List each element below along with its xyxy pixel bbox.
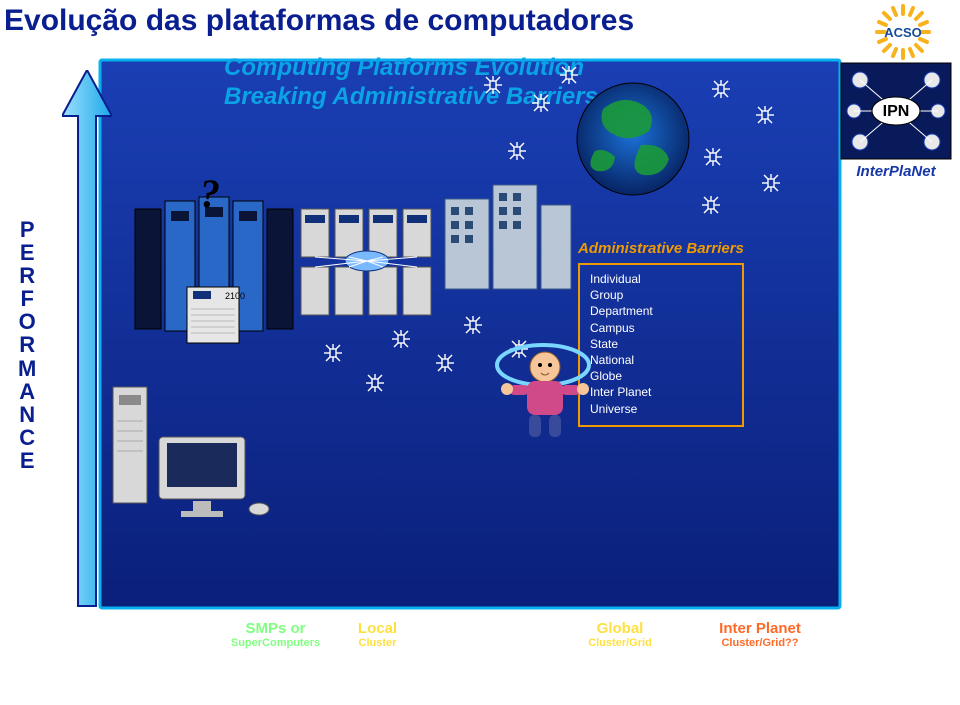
network-node-icon [700, 194, 722, 216]
stage-label-line2: SuperComputers [223, 637, 328, 650]
ipn-logo: IPN InterPlaNet [840, 62, 952, 182]
admin-barriers-item: Universe [590, 401, 732, 417]
stage-label-line1: Global [560, 620, 680, 637]
stage-label-line1: SMPs or [223, 620, 328, 637]
desktop-illus [108, 380, 280, 532]
ipn-subtitle: InterPlaNet [856, 163, 936, 180]
admin-barriers-item: State [590, 336, 732, 352]
network-node-icon [710, 78, 732, 100]
stage-label-line1: Local [330, 620, 425, 637]
stage-label-line2: Cluster/Grid [430, 637, 550, 650]
globe-illus [562, 72, 704, 214]
admin-barriers-item: Campus [590, 320, 732, 336]
stage-label-line1: Desktop [108, 620, 223, 637]
network-node-icon [434, 352, 456, 374]
network-node-icon [390, 328, 412, 350]
hw-2100-label: 2100 [225, 291, 245, 301]
page-title: Evolução das plataformas de computadores [4, 4, 634, 37]
stage-label: Desktop(Single Processor?) [108, 620, 223, 650]
stage: Evolução das plataformas de computadores… [0, 0, 960, 705]
network-node-icon [754, 104, 776, 126]
performance-arrow [62, 70, 112, 610]
stage-label-line1: Enterprise [430, 620, 550, 637]
stage-label-line2: (Single Processor?) [108, 637, 223, 650]
network-node-icon [322, 342, 344, 364]
stage-label: SMPs orSuperComputers [223, 620, 328, 650]
network-node-icon [558, 64, 580, 86]
admin-barriers-title: Administrative Barriers [578, 240, 744, 257]
stage-label: GlobalCluster/Grid [560, 620, 680, 650]
subtitle-line1: Computing Platforms Evolution [224, 54, 598, 83]
stage-label-line2: Cluster/Grid?? [690, 637, 830, 650]
network-node-icon [462, 314, 484, 336]
ipn-text: IPN [883, 103, 910, 120]
acso-logo: ACSO [858, 4, 948, 60]
admin-barriers-item: Group [590, 287, 732, 303]
stage-label: LocalCluster [330, 620, 425, 650]
network-node-icon [482, 74, 504, 96]
network-node-icon [506, 140, 528, 162]
stage-label-line2: Cluster/Grid [560, 637, 680, 650]
stage-label-line2: Cluster [330, 637, 425, 650]
admin-barriers-item: Department [590, 303, 732, 319]
stage-label: EnterpriseCluster/Grid [430, 620, 550, 650]
network-node-icon [760, 172, 782, 194]
performance-axis-label: PERFORMANCE [18, 218, 36, 472]
admin-barriers-item: Individual [590, 271, 732, 287]
acso-text: ACSO [884, 25, 922, 40]
admin-barriers-item: National [590, 352, 732, 368]
admin-barriers-item: Inter Planet [590, 384, 732, 400]
network-node-icon [364, 372, 386, 394]
stage-label-line1: Inter Planet [690, 620, 830, 637]
question-mark: ? [200, 170, 220, 217]
network-node-icon [530, 92, 552, 114]
network-node-icon [702, 146, 724, 168]
user-figure [486, 318, 608, 450]
admin-barriers-item: Globe [590, 368, 732, 384]
stage-label: Inter PlanetCluster/Grid?? [690, 620, 830, 650]
